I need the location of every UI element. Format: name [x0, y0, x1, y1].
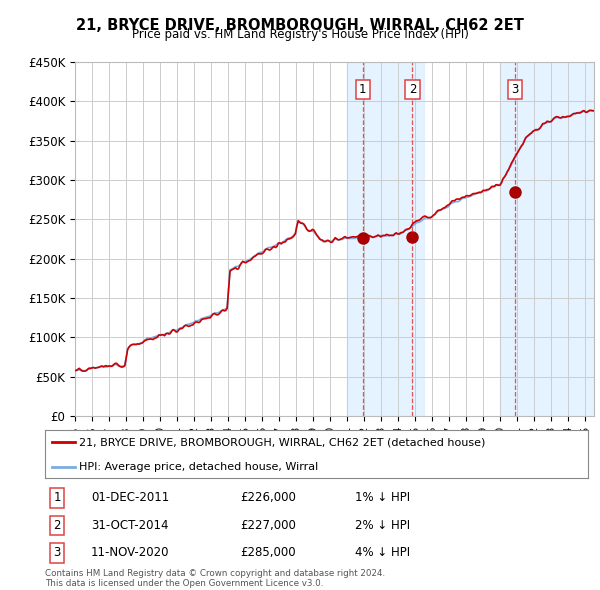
Text: Contains HM Land Registry data © Crown copyright and database right 2024.
This d: Contains HM Land Registry data © Crown c…: [45, 569, 385, 588]
Text: 1: 1: [359, 83, 367, 96]
Text: 1% ↓ HPI: 1% ↓ HPI: [355, 491, 410, 504]
Text: Price paid vs. HM Land Registry's House Price Index (HPI): Price paid vs. HM Land Registry's House …: [131, 28, 469, 41]
Text: 3: 3: [511, 83, 518, 96]
Text: 3: 3: [53, 546, 61, 559]
Text: £285,000: £285,000: [241, 546, 296, 559]
Text: £226,000: £226,000: [241, 491, 296, 504]
Text: 11-NOV-2020: 11-NOV-2020: [91, 546, 170, 559]
Text: 21, BRYCE DRIVE, BROMBOROUGH, WIRRAL, CH62 2ET: 21, BRYCE DRIVE, BROMBOROUGH, WIRRAL, CH…: [76, 18, 524, 32]
Text: 31-OCT-2014: 31-OCT-2014: [91, 519, 169, 532]
Bar: [347, 62, 424, 416]
Text: £227,000: £227,000: [241, 519, 296, 532]
Text: 21, BRYCE DRIVE, BROMBOROUGH, WIRRAL, CH62 2ET (detached house): 21, BRYCE DRIVE, BROMBOROUGH, WIRRAL, CH…: [79, 437, 485, 447]
Text: 1: 1: [53, 491, 61, 504]
Text: 2: 2: [53, 519, 61, 532]
Text: 01-DEC-2011: 01-DEC-2011: [91, 491, 169, 504]
Bar: [500, 62, 594, 416]
Text: 2: 2: [409, 83, 416, 96]
Text: 2% ↓ HPI: 2% ↓ HPI: [355, 519, 410, 532]
Text: HPI: Average price, detached house, Wirral: HPI: Average price, detached house, Wirr…: [79, 462, 319, 472]
Text: 4% ↓ HPI: 4% ↓ HPI: [355, 546, 410, 559]
